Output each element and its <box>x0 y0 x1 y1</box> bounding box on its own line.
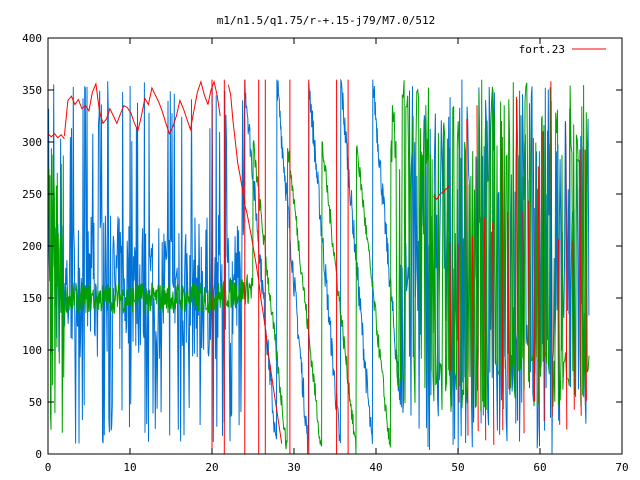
axis-layer: 0 10 20 30 40 50 60 70 0 50 100 150 200 250 300 350 400 <box>22 32 629 474</box>
x-tick-label: 40 <box>369 461 382 474</box>
y-tick-label: 400 <box>22 32 42 45</box>
y-tick-label: 350 <box>22 84 42 97</box>
y-tick-label: 250 <box>22 188 42 201</box>
x-tick-label: 70 <box>615 461 628 474</box>
chart-title: m1/n1.5/q1.75/r-+.15-j79/M7.0/512 <box>217 14 436 27</box>
legend-label: fort.23 <box>519 43 565 56</box>
x-tick-label: 50 <box>451 461 464 474</box>
series-fort-23-line <box>47 79 587 454</box>
series-layer <box>47 78 590 455</box>
y-tick-label: 300 <box>22 136 42 149</box>
y-tick-label: 0 <box>35 448 42 461</box>
legend: fort.23 <box>519 43 606 56</box>
background-curve-green <box>47 79 590 455</box>
background-curve-blue <box>47 78 590 455</box>
y-tick-label: 200 <box>22 240 42 253</box>
y-tick-label: 100 <box>22 344 42 357</box>
y-tick-label: 50 <box>29 396 42 409</box>
x-tick-label: 20 <box>205 461 218 474</box>
x-tick-label: 30 <box>287 461 300 474</box>
y-tick-label: 150 <box>22 292 42 305</box>
x-tick-label: 10 <box>123 461 136 474</box>
x-tick-label: 60 <box>533 461 546 474</box>
x-tick-label: 0 <box>45 461 52 474</box>
